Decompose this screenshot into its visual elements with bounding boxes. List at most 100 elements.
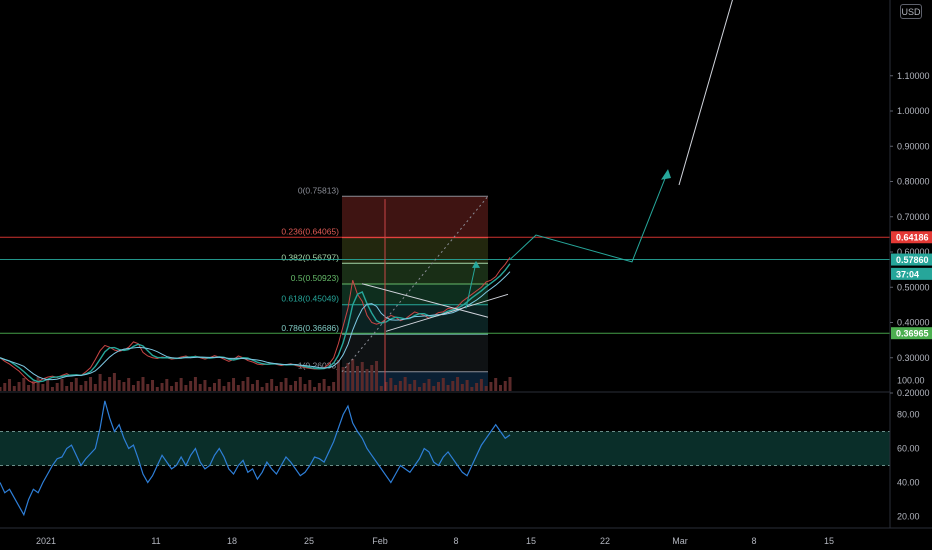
volume-bar bbox=[398, 381, 402, 391]
price-tick-label: 0.20000 bbox=[897, 388, 930, 398]
volume-bar bbox=[508, 377, 512, 391]
rsi-tick-label: 100.00 bbox=[897, 376, 925, 386]
price-tick-label: 0.90000 bbox=[897, 141, 930, 151]
trendline-lower bbox=[385, 293, 509, 332]
time-tick-label: 25 bbox=[304, 536, 314, 546]
fib-level-label: 1(0.26033) bbox=[298, 361, 339, 371]
volume-bar bbox=[69, 382, 73, 391]
volume-bar bbox=[355, 366, 359, 391]
volume-bar bbox=[274, 386, 278, 391]
volume-bar bbox=[117, 380, 121, 391]
fib-zone bbox=[342, 237, 488, 264]
volume-bar bbox=[89, 377, 93, 391]
volume-bar bbox=[503, 381, 507, 391]
volume-bar bbox=[341, 367, 345, 391]
time-tick-label: 11 bbox=[151, 536, 160, 546]
volume-bar bbox=[65, 386, 69, 391]
fib-zone bbox=[342, 283, 488, 305]
fib-zone bbox=[342, 196, 488, 238]
fib-level-label: 0.5(0.50923) bbox=[291, 273, 339, 283]
volume-bar bbox=[127, 378, 131, 391]
volume-bar bbox=[413, 380, 417, 391]
volume-bar bbox=[189, 381, 193, 391]
volume-bar bbox=[8, 379, 12, 391]
volume-bar bbox=[141, 377, 145, 391]
rsi-tick-label: 60.00 bbox=[897, 444, 920, 454]
volume-bar bbox=[389, 378, 393, 391]
volume-bar bbox=[317, 383, 321, 391]
volume-bar bbox=[241, 381, 245, 391]
time-tick-label: 2021 bbox=[36, 536, 56, 546]
volume-bar bbox=[251, 384, 255, 391]
volume-bar bbox=[394, 385, 398, 391]
volume-bar bbox=[422, 383, 426, 391]
volume-bar bbox=[136, 381, 140, 391]
volume-bar bbox=[50, 387, 54, 391]
volume-bar bbox=[332, 382, 336, 391]
volume-bar bbox=[336, 360, 340, 391]
price-tag: 0.64186 bbox=[891, 231, 932, 244]
price-tag: 0.57860 bbox=[891, 253, 932, 266]
time-tick-label: 22 bbox=[600, 536, 610, 546]
volume-bar bbox=[465, 380, 469, 391]
volume-bar bbox=[36, 377, 40, 391]
volume-bar bbox=[22, 378, 26, 391]
time-tick-label: Feb bbox=[372, 536, 388, 546]
volume-bar bbox=[403, 377, 407, 391]
volume-bar bbox=[3, 383, 7, 391]
target-arrow-line bbox=[678, 0, 733, 186]
price-tick-label: 1.00000 bbox=[897, 106, 930, 116]
volume-bar bbox=[284, 378, 288, 391]
volume-bar bbox=[379, 386, 383, 391]
time-tick-label: Mar bbox=[672, 536, 688, 546]
time-tick-label: 18 bbox=[227, 536, 237, 546]
price-tick-label: 0.50000 bbox=[897, 282, 930, 292]
volume-bar bbox=[170, 386, 174, 391]
volume-bar bbox=[451, 381, 455, 391]
breakout-arrow bbox=[465, 262, 477, 309]
volume-bar bbox=[165, 379, 169, 391]
volume-bar bbox=[103, 381, 107, 391]
volume-bar bbox=[0, 387, 2, 391]
volume-bar bbox=[46, 380, 50, 391]
volume-bar bbox=[441, 378, 445, 391]
volume-bar bbox=[41, 384, 45, 391]
volume-bar bbox=[227, 382, 231, 391]
price-tag: 0.36965 bbox=[891, 327, 932, 340]
rsi-band bbox=[0, 431, 890, 466]
price-tag: 37:04 bbox=[891, 267, 932, 280]
volume-bar bbox=[208, 387, 212, 391]
volume-bar bbox=[432, 386, 436, 391]
time-tick-label: 15 bbox=[824, 536, 834, 546]
volume-bar bbox=[74, 378, 78, 391]
volume-bar bbox=[179, 378, 183, 391]
volume-bar bbox=[55, 383, 59, 391]
volume-bar bbox=[303, 384, 307, 391]
volume-bar bbox=[255, 380, 259, 391]
volume-bar bbox=[184, 385, 188, 391]
volume-bar bbox=[84, 381, 88, 391]
fib-level-label: 0.236(0.64065) bbox=[281, 227, 339, 237]
volume-bar bbox=[289, 385, 293, 391]
volume-bar bbox=[308, 380, 312, 391]
volume-bar bbox=[60, 379, 64, 391]
volume-bar bbox=[375, 361, 379, 391]
volume-bar bbox=[384, 382, 388, 391]
volume-bar bbox=[217, 379, 221, 391]
fib-level-label: 0.382(0.56797) bbox=[281, 252, 339, 262]
price-tag-label: 0.57860 bbox=[896, 255, 929, 265]
currency-button[interactable]: USD bbox=[900, 4, 922, 19]
volume-bar bbox=[203, 380, 207, 391]
volume-bar bbox=[484, 386, 488, 391]
price-tag-label: 37:04 bbox=[896, 269, 919, 279]
volume-bar bbox=[236, 385, 240, 391]
price-tag-label: 0.36965 bbox=[896, 329, 929, 339]
volume-bar bbox=[193, 377, 197, 391]
volume-bar bbox=[346, 363, 350, 391]
breakout-arrow-head bbox=[472, 260, 480, 268]
volume-bar bbox=[408, 384, 412, 391]
price-tick-label: 0.80000 bbox=[897, 177, 930, 187]
rsi-tick-label: 20.00 bbox=[897, 512, 920, 522]
price-tick-label: 0.70000 bbox=[897, 212, 930, 222]
